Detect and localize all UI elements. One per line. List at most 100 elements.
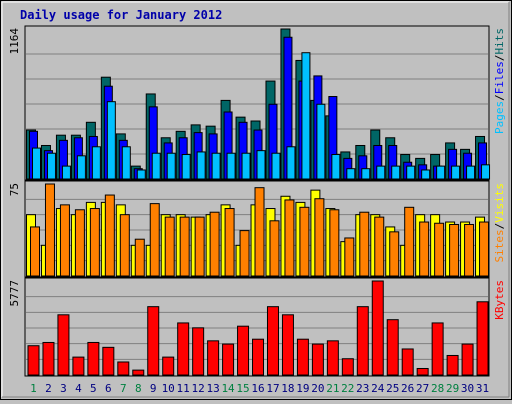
- panel-legend: KBytes: [493, 280, 506, 320]
- bar-sites-day-23: [359, 211, 370, 277]
- bar-kbytes-day-21: [326, 340, 339, 376]
- bar-pages-day-4: [76, 155, 86, 180]
- bar-kbytes-day-10: [162, 356, 175, 376]
- bar-sites-day-6: [104, 194, 115, 277]
- chart-title: Daily usage for January 2012: [20, 8, 222, 22]
- x-tick-label: 22: [341, 382, 354, 395]
- legend-entry: KBytes: [493, 280, 506, 320]
- bar-kbytes-day-3: [57, 314, 70, 376]
- bar-pages-day-29: [451, 165, 461, 180]
- bar-kbytes-day-11: [177, 322, 190, 376]
- x-tick-label: 4: [75, 382, 82, 395]
- bar-pages-day-8: [136, 169, 146, 180]
- x-tick-label: 11: [177, 382, 190, 395]
- bar-pages-day-12: [196, 151, 206, 180]
- bar-sites-day-24: [374, 216, 385, 277]
- bar-kbytes-day-2: [42, 341, 55, 376]
- bar-sites-day-9: [149, 203, 160, 277]
- y-max-label: 5777: [8, 280, 21, 307]
- x-tick-label: 17: [266, 382, 279, 395]
- bar-pages-day-9: [151, 152, 161, 180]
- bar-pages-day-15: [241, 152, 251, 180]
- bar-sites-day-1: [30, 226, 40, 277]
- x-tick-label: 25: [386, 382, 399, 395]
- legend-entry: Files: [493, 61, 506, 94]
- bar-pages-day-13: [211, 152, 221, 180]
- bar-sites-day-28: [434, 222, 445, 277]
- y-max-label: 1164: [8, 28, 21, 55]
- panel-kbytes: 5777 KBytes: [8, 277, 506, 377]
- bar-pages-day-2: [46, 152, 56, 180]
- x-axis-labels: 1 2 3 4 5 6 7 8 9 10 11 12 13 14 15 16 17 18 19 20 21 22 23 24 2…: [30, 382, 489, 395]
- bar-kbytes-day-7: [117, 361, 130, 376]
- panel-legend: Pages/Files/Hits: [493, 28, 506, 134]
- bar-pages-day-26: [406, 165, 416, 180]
- bar-pages-day-24: [376, 165, 386, 180]
- panel-legend: Sites/Visits: [493, 183, 506, 263]
- bar-sites-day-21: [329, 209, 340, 277]
- x-tick-label: 30: [461, 382, 474, 395]
- legend-entry: Hits: [493, 28, 506, 55]
- bar-kbytes-day-1: [27, 345, 40, 376]
- bar-kbytes-day-14: [222, 343, 235, 376]
- legend-entry: /: [493, 223, 506, 230]
- bar-pages-day-19: [301, 52, 311, 180]
- x-tick-label: 10: [162, 382, 175, 395]
- bar-kbytes-day-20: [311, 343, 324, 376]
- bar-kbytes-day-26: [401, 348, 414, 376]
- bar-sites-day-17: [269, 220, 280, 277]
- legend-entry: /: [493, 94, 506, 101]
- bar-pages-day-5: [91, 146, 101, 180]
- bar-kbytes-day-29: [446, 354, 459, 376]
- legend-entry: Visits: [493, 183, 506, 223]
- y-max-label: 75: [8, 183, 21, 196]
- bar-kbytes-day-23: [356, 306, 369, 376]
- bar-pages-day-30: [466, 165, 476, 180]
- x-tick-label: 18: [281, 382, 294, 395]
- x-tick-label: 15: [236, 382, 249, 395]
- bar-pages-day-27: [421, 169, 431, 180]
- legend-entry: /: [493, 55, 506, 62]
- x-tick-label: 7: [120, 382, 127, 395]
- bar-pages-day-1: [32, 147, 41, 180]
- x-tick-label: 21: [326, 382, 339, 395]
- bar-kbytes-day-8: [132, 369, 145, 376]
- bar-sites-day-12: [194, 216, 205, 277]
- bar-kbytes-day-12: [192, 327, 205, 376]
- bar-pages-day-18: [286, 146, 296, 180]
- bar-pages-day-17: [271, 152, 281, 180]
- bar-sites-day-25: [389, 231, 400, 277]
- bar-pages-day-25: [391, 165, 401, 180]
- bar-pages-day-20: [316, 103, 326, 180]
- x-tick-label: 2: [45, 382, 52, 395]
- bar-pages-day-14: [226, 152, 236, 180]
- panel-visits-sites: 75 Sites/Visits: [8, 180, 506, 278]
- legend-entry: Pages: [493, 101, 506, 134]
- bar-sites-day-13: [209, 211, 220, 277]
- bar-sites-day-8: [134, 238, 145, 277]
- bar-kbytes-day-9: [147, 306, 160, 376]
- bar-kbytes-day-17: [266, 306, 279, 376]
- bar-kbytes-day-31: [476, 301, 489, 376]
- x-tick-label: 26: [401, 382, 414, 395]
- bar-sites-day-2: [44, 183, 55, 277]
- bar-sites-day-29: [449, 223, 460, 277]
- bar-sites-day-3: [59, 204, 70, 277]
- bar-kbytes-day-13: [207, 340, 220, 376]
- x-tick-label: 5: [90, 382, 97, 395]
- x-tick-label: 28: [431, 382, 444, 395]
- bar-sites-day-18: [284, 199, 295, 277]
- x-tick-label: 12: [192, 382, 205, 395]
- bar-sites-day-31: [479, 221, 490, 277]
- x-tick-label: 9: [150, 382, 157, 395]
- bar-sites-day-27: [419, 221, 430, 277]
- bar-sites-day-22: [344, 237, 355, 277]
- x-tick-label: 27: [416, 382, 429, 395]
- bar-sites-day-20: [314, 198, 325, 277]
- x-tick-label: 19: [296, 382, 309, 395]
- bar-pages-day-28: [436, 165, 446, 180]
- bar-sites-day-4: [74, 209, 85, 277]
